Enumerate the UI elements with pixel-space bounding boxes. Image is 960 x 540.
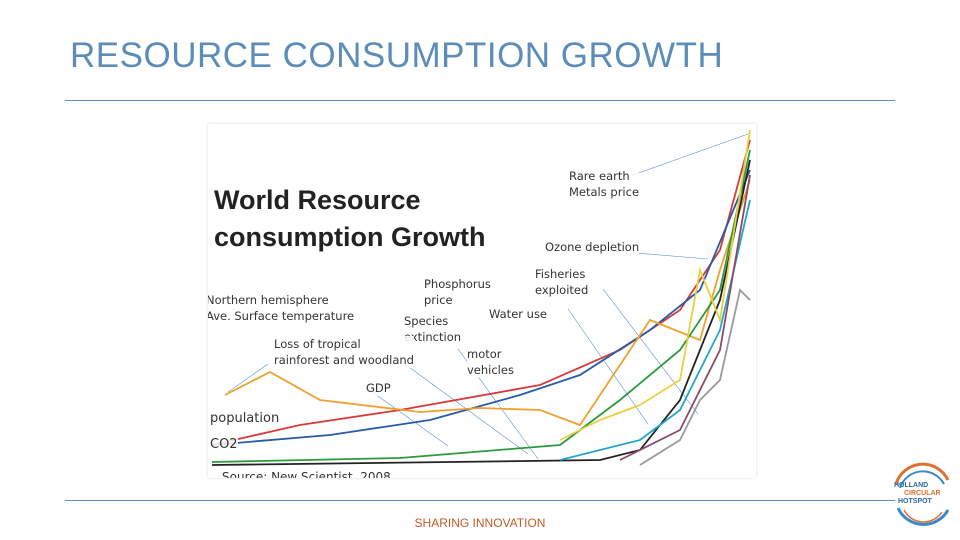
annotation: Loss of tropical rainforest and woodland: [274, 336, 414, 368]
annotation: motor vehicles: [467, 346, 514, 378]
logo-text: CIRCULAR: [904, 490, 941, 497]
annotation: GDP: [366, 380, 391, 396]
logo-text: HOTSPOT: [898, 498, 932, 505]
annotation: Species extinction: [404, 313, 462, 345]
logo: HOLLAND CIRCULAR HOTSPOT: [888, 462, 956, 528]
annotation: population: [210, 411, 280, 427]
figure: World Resource consumption Growth Rare e…: [208, 124, 756, 478]
figure-source: Source: New Scientist, 2008: [222, 470, 391, 478]
divider: [65, 500, 895, 501]
slide-title: RESOURCE CONSUMPTION GROWTH: [70, 36, 724, 75]
annotation: Fisheries exploited: [535, 266, 589, 298]
divider: [65, 100, 895, 101]
logo-text: HOLLAND: [894, 482, 929, 489]
growth-curves: [211, 129, 751, 466]
figure-lines: [211, 129, 751, 466]
annotation: Phosphorus price: [424, 276, 491, 308]
annotation: Water use: [489, 306, 548, 322]
annotation: Ozone depletion: [545, 239, 640, 255]
annotation: CO2: [210, 437, 238, 453]
logo-arcs: [894, 462, 950, 526]
annotation: Rare earth Metals price: [569, 168, 640, 200]
figure-title: World Resource consumption Growth: [214, 185, 486, 252]
annotation: Northern hemisphere Ave. Surface tempera…: [208, 292, 355, 324]
tagline: SHARING INNOVATION: [414, 516, 546, 530]
